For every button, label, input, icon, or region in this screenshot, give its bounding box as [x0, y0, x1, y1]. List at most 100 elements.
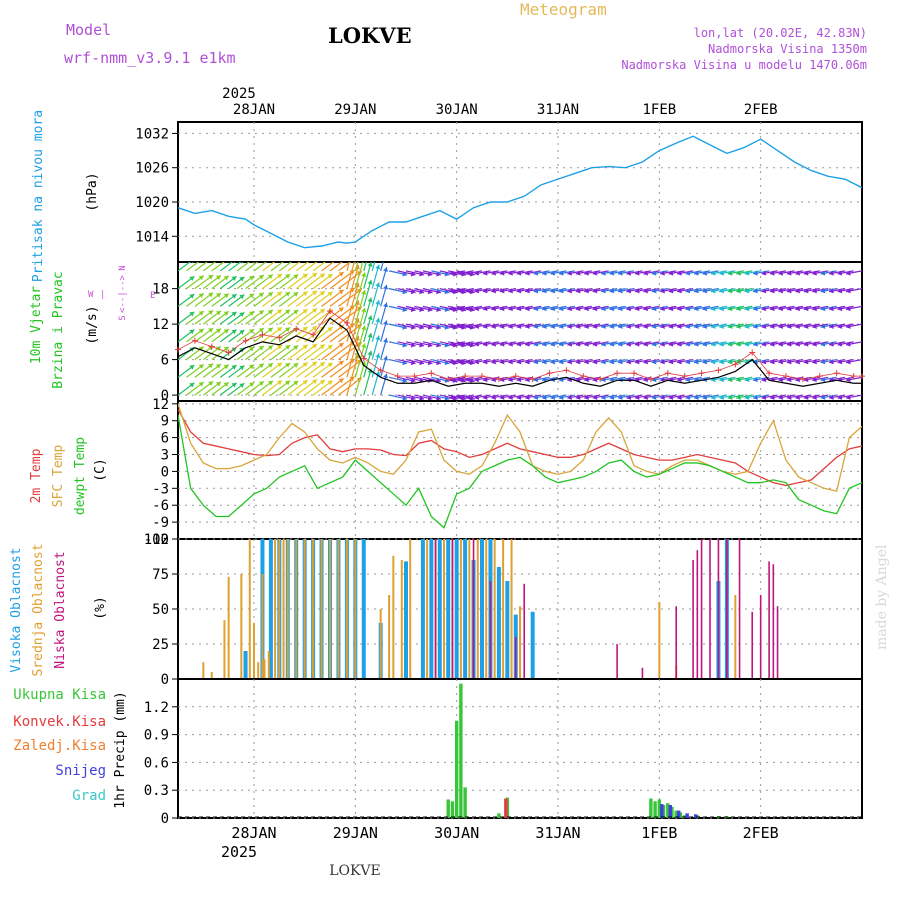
wind-arrow: [321, 324, 344, 343]
low-cloud-bar: [641, 667, 644, 679]
wind-arrowhead: [677, 377, 682, 383]
bottom-year: 2025: [221, 843, 257, 861]
wind-arrowhead: [189, 329, 195, 335]
wind-arrow: [380, 262, 384, 272]
wind-unit: (m/s): [85, 305, 100, 344]
y-tick-label: -9: [152, 515, 169, 531]
wind-arrowhead: [491, 306, 497, 312]
wind-arrowhead: [702, 341, 708, 347]
wind-arrowhead: [383, 320, 389, 326]
wind-arrowhead: [482, 341, 488, 347]
wind-arrowhead: [660, 359, 665, 365]
wind-arrowhead: [795, 270, 801, 276]
wind-arrowhead: [567, 288, 573, 294]
wind-arrowhead: [349, 376, 355, 382]
wind-arrowhead: [634, 359, 640, 365]
wind-arrowhead: [285, 256, 290, 261]
wind-arrowhead: [375, 264, 381, 270]
wind-arrow: [329, 340, 356, 361]
wind-arrowhead: [837, 394, 843, 400]
wind-arrowhead: [550, 341, 556, 347]
wind-arrowhead: [736, 288, 741, 294]
wind-arrowhead: [223, 364, 229, 370]
wind-arrowhead: [643, 306, 649, 312]
precip-legend-item: Grad: [72, 788, 106, 804]
total-precip-bar: [674, 810, 678, 818]
wind-arrowhead: [533, 270, 539, 276]
wind-arrowhead: [643, 323, 649, 329]
wind-arrow: [363, 332, 372, 360]
wind-arrowhead: [258, 310, 264, 316]
wind-arrowhead: [457, 270, 463, 276]
wind-arrow: [329, 358, 356, 378]
wind-arrowhead: [249, 293, 255, 299]
wind-arrowhead: [786, 323, 792, 329]
wind-arrowhead: [677, 288, 682, 294]
wind-arrowhead: [302, 326, 308, 332]
wind-arrowhead: [312, 308, 318, 314]
wind-arrowhead: [685, 306, 691, 312]
wind-speed-line: [178, 317, 862, 387]
wind-arrowhead: [660, 323, 665, 329]
wind-arrowhead: [601, 288, 606, 294]
wind-arrowhead: [702, 394, 708, 400]
wind-arrow: [363, 262, 367, 272]
wind-arrowhead: [829, 288, 834, 294]
wind-arrowhead: [276, 344, 282, 350]
mid-cloud-bar: [295, 539, 298, 679]
wind-arrowhead: [829, 270, 834, 276]
wind-arrowhead: [702, 359, 708, 365]
wind-arrowhead: [626, 359, 632, 365]
wind-arrowhead: [601, 306, 606, 312]
wind-arrowhead: [778, 306, 784, 312]
wind-arrows: [178, 255, 862, 401]
wind-arrowhead: [367, 333, 373, 338]
wind-arrowhead: [327, 380, 333, 386]
wind-arrowhead: [231, 294, 237, 299]
mid-cloud-bar: [392, 555, 395, 679]
wind-arrowhead: [761, 323, 767, 329]
wind-arrowhead: [191, 262, 193, 264]
wind-arrowhead: [812, 306, 817, 312]
wind-arrowhead: [846, 341, 851, 347]
wind-arrowhead: [198, 382, 204, 387]
wind-arrow: [321, 378, 344, 396]
wind-arrowhead: [601, 341, 606, 347]
mid-cloud-bar: [267, 651, 270, 679]
low-cloud-bar: [726, 539, 728, 679]
low-cloud-bar: [738, 539, 741, 679]
wind-arrowhead: [533, 394, 539, 400]
wind-arrowhead: [727, 394, 733, 400]
wind-arrowhead: [837, 359, 843, 365]
mid-cloud-bar: [400, 560, 403, 679]
wind-arrowhead: [575, 323, 581, 329]
wind-arrowhead: [249, 275, 255, 281]
mid-cloud-bar: [227, 576, 230, 679]
wind-arrowhead: [558, 306, 564, 312]
low-cloud-bar: [514, 637, 517, 679]
wind-arrowhead: [466, 359, 471, 365]
wind-arrowhead: [239, 330, 245, 335]
wind-arrowhead: [338, 360, 344, 366]
wind-arrowhead: [267, 309, 273, 315]
wind-arrowhead: [660, 306, 665, 312]
wind-arrowhead: [267, 274, 273, 280]
wind-arrowhead: [231, 347, 237, 352]
wind-arrowhead: [312, 255, 317, 260]
mid-cloud-bar: [409, 539, 412, 679]
wind-arrowhead: [567, 359, 573, 365]
wind-arrowhead: [558, 394, 564, 400]
wind-arrowhead: [558, 270, 564, 276]
cloud-unit: (%): [93, 596, 108, 619]
y-tick-label: 6: [161, 431, 169, 447]
wind-arrowhead: [198, 364, 204, 370]
wind-arrowhead: [466, 270, 471, 276]
wind-arrowhead: [558, 359, 564, 365]
wind-arrowhead: [319, 308, 325, 314]
total-precip-bar: [661, 805, 666, 818]
wind-arrowhead: [361, 325, 367, 331]
wind-arrowhead: [474, 288, 480, 294]
wind-arrowhead: [249, 346, 255, 352]
wind-arrowhead: [525, 270, 530, 276]
wind-arrow: [202, 262, 217, 272]
